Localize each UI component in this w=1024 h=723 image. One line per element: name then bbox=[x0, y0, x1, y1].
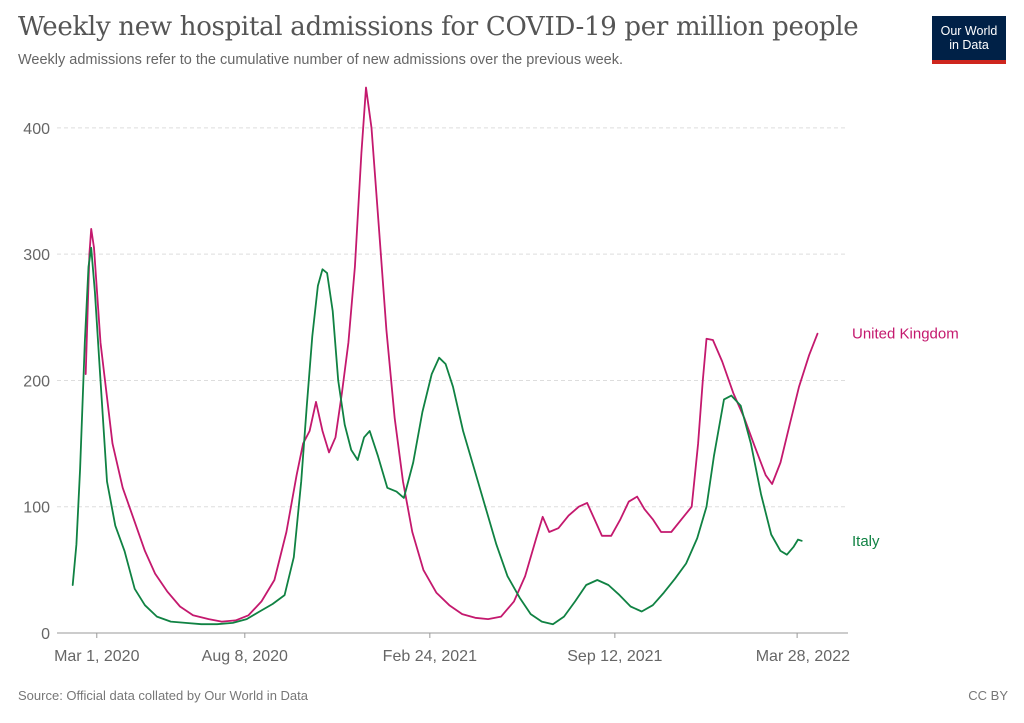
series-lines: United Kingdom Italy bbox=[71, 86, 959, 626]
y-tick-label: 400 bbox=[23, 121, 50, 138]
series-line-italy bbox=[71, 246, 803, 626]
x-tick-label: Feb 24, 2021 bbox=[383, 648, 477, 665]
line-chart: 0 100 200 300 400 Mar 1, 2020 Aug 8, 2020 Feb 2… bbox=[23, 86, 959, 665]
x-tick-label: Mar 28, 2022 bbox=[756, 648, 850, 665]
y-tick-label: 300 bbox=[23, 247, 50, 264]
owid-logo[interactable]: Our World in Data bbox=[932, 16, 1006, 64]
chart-title: Weekly new hospital admissions for COVID… bbox=[18, 12, 859, 42]
license-label[interactable]: CC BY bbox=[968, 688, 1008, 703]
logo-line-2: in Data bbox=[949, 38, 989, 52]
y-tick-label: 200 bbox=[23, 373, 50, 390]
x-tick-label: Mar 1, 2020 bbox=[54, 648, 139, 665]
gridlines bbox=[57, 127, 848, 508]
y-tick-label: 0 bbox=[41, 626, 50, 643]
series-label-italy[interactable]: Italy bbox=[852, 533, 880, 550]
y-tick-label: 100 bbox=[23, 500, 50, 517]
series-label-united-kingdom[interactable]: United Kingdom bbox=[852, 326, 959, 343]
x-tick-label: Aug 8, 2020 bbox=[202, 648, 288, 665]
series-line-united-kingdom bbox=[84, 86, 819, 623]
chart-subtitle: Weekly admissions refer to the cumulativ… bbox=[18, 52, 623, 68]
source-note[interactable]: Source: Official data collated by Our Wo… bbox=[18, 688, 308, 703]
x-tick-label: Sep 12, 2021 bbox=[567, 648, 662, 665]
axes: 0 100 200 300 400 Mar 1, 2020 Aug 8, 2020 Feb 2… bbox=[23, 121, 850, 665]
logo-line-1: Our World bbox=[940, 24, 998, 38]
